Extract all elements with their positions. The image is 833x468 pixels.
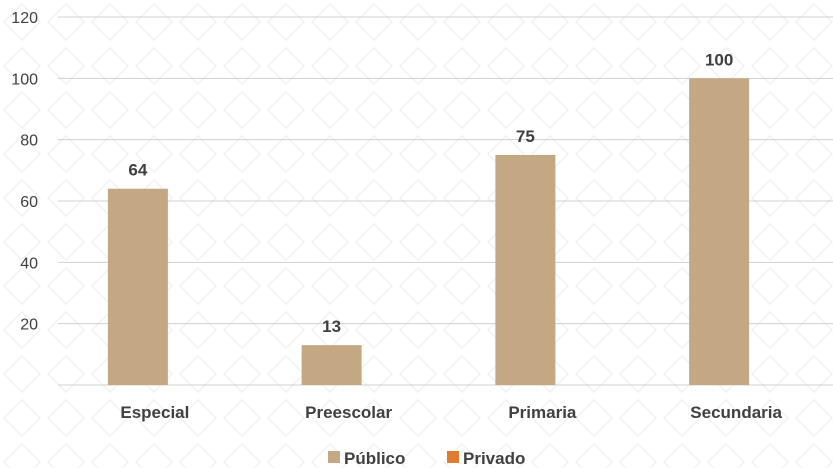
bar-especial [107,188,168,385]
bar-primaria [495,155,556,385]
category-label: Preescolar [305,403,392,422]
bar-secundaria [689,78,750,385]
y-tick-label: 40 [20,255,38,272]
legend: Público Privado [328,449,525,468]
legend-label: Privado [463,449,525,468]
y-tick-label: 20 [20,317,38,334]
legend-label: Público [344,449,405,468]
y-tick-label: 60 [20,194,38,211]
y-tick-label: 80 [20,133,38,150]
legend-swatch [447,451,459,463]
bar-preescolar [301,345,362,385]
data-label: 100 [705,50,733,69]
legend-swatch [328,451,340,463]
data-labels: 64 13 75 100 [128,50,733,336]
bars [107,78,750,385]
data-label: 64 [128,161,147,180]
category-label: Secundaria [690,403,782,422]
y-axis-ticks: 20 40 60 80 100 120 [11,10,38,334]
y-tick-label: 120 [11,10,38,27]
category-label: Primaria [508,403,577,422]
x-axis-categories: Especial Preescolar Primaria Secundaria [120,403,782,422]
category-label: Especial [120,403,189,422]
data-label: 13 [322,317,341,336]
data-label: 75 [516,127,535,146]
y-tick-label: 100 [11,71,38,88]
